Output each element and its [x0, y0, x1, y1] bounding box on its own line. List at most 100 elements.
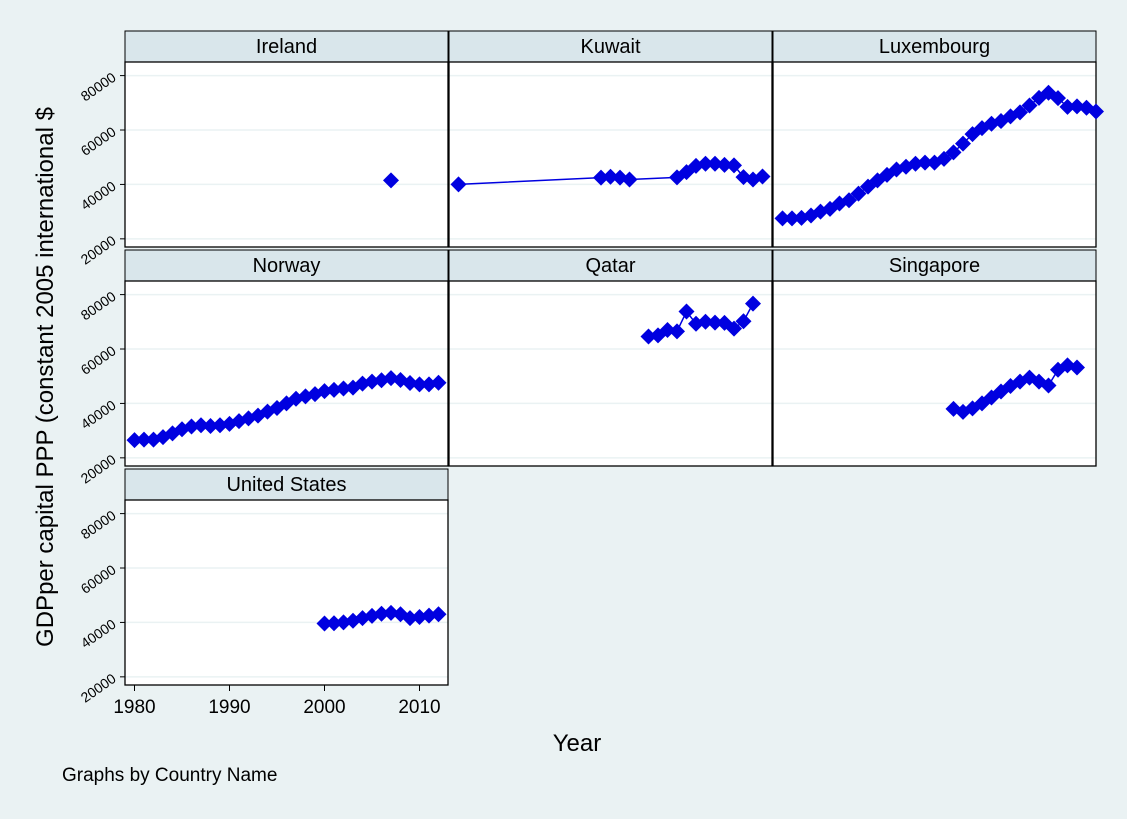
- data-point: [716, 156, 733, 173]
- y-tick-label: 40000: [78, 616, 119, 652]
- y-tick-label: 20000: [78, 451, 119, 487]
- data-point: [1088, 103, 1104, 120]
- x-tick-label: 2010: [398, 697, 440, 718]
- x-tick-label: 1990: [208, 697, 250, 718]
- y-axis-title: GDPper capital PPP (constant 2005 intern…: [32, 107, 59, 647]
- data-point: [1059, 98, 1076, 115]
- data-point: [430, 374, 447, 391]
- data-point: [316, 383, 333, 400]
- plot-border: [124, 280, 449, 467]
- y-tick-label: 60000: [78, 561, 119, 597]
- data-point: [726, 320, 742, 337]
- data-point: [735, 313, 752, 330]
- panel-title: Norway: [253, 255, 321, 277]
- plot-area: [125, 500, 448, 685]
- data-point: [326, 381, 342, 398]
- data-point: [383, 604, 399, 621]
- data-point: [754, 168, 771, 185]
- data-point: [411, 608, 428, 625]
- data-point: [402, 375, 418, 392]
- data-point: [383, 172, 399, 189]
- panel-qatar: Qatar: [448, 249, 773, 467]
- data-point: [678, 303, 695, 320]
- panels-layer: Ireland 20000 40000 60000 80000 Kuwait Luxembo…: [78, 30, 1104, 718]
- data-point: [126, 432, 143, 449]
- data-point: [850, 185, 867, 202]
- data-point: [202, 418, 219, 435]
- data-point: [373, 605, 390, 622]
- panel-strip: [772, 249, 1097, 282]
- x-axis-title: Year: [553, 730, 602, 757]
- data-point: [697, 313, 714, 330]
- data-point: [326, 615, 342, 632]
- data-point: [602, 168, 619, 185]
- plot-area: [125, 62, 448, 247]
- plot-area: [449, 281, 772, 466]
- data-point: [183, 418, 200, 435]
- data-point: [1040, 377, 1057, 394]
- panel-strip: [124, 249, 449, 282]
- data-point: [1021, 97, 1038, 114]
- x-tick-label: 2000: [303, 697, 345, 718]
- plot-border: [772, 61, 1097, 248]
- y-tick-label: 40000: [78, 178, 119, 214]
- data-point: [784, 210, 800, 227]
- panel-singapore: Singapore: [772, 249, 1097, 467]
- plot-border: [448, 280, 773, 467]
- data-point: [917, 154, 933, 171]
- data-point: [707, 155, 723, 172]
- plot-area: [449, 62, 772, 247]
- plot-border: [772, 280, 1097, 467]
- data-point: [745, 295, 761, 312]
- data-point: [621, 171, 638, 188]
- data-point: [669, 323, 685, 340]
- panel-norway: Norway 20000 40000 60000 80000: [78, 249, 449, 487]
- data-point: [1050, 90, 1066, 107]
- panel-title: Singapore: [889, 255, 980, 277]
- plot-border: [124, 61, 449, 248]
- data-point: [1069, 359, 1085, 376]
- data-point: [335, 380, 352, 397]
- x-tick-label: 1980: [113, 697, 155, 718]
- panel-title: Qatar: [585, 255, 635, 277]
- y-tick-label: 40000: [78, 397, 119, 433]
- data-point: [907, 155, 924, 172]
- panel-strip: [448, 30, 773, 63]
- plot-area: [773, 281, 1096, 466]
- data-point: [421, 607, 437, 624]
- y-tick-label: 80000: [78, 288, 119, 324]
- data-point: [136, 431, 152, 448]
- data-point: [212, 417, 228, 434]
- panel-kuwait: Kuwait: [448, 30, 773, 248]
- y-tick-label: 20000: [78, 232, 119, 268]
- data-point: [1069, 98, 1085, 115]
- data-point: [193, 417, 209, 434]
- panel-title: Ireland: [256, 36, 317, 58]
- panel-ireland: Ireland 20000 40000 60000 80000: [78, 30, 449, 268]
- data-point: [316, 615, 333, 632]
- y-tick-label: 80000: [78, 507, 119, 543]
- data-point: [936, 150, 952, 167]
- plot-border: [448, 61, 773, 248]
- data-point: [1012, 104, 1028, 121]
- y-tick-label: 60000: [78, 342, 119, 378]
- panel-strip: [124, 30, 449, 63]
- data-point: [402, 610, 418, 627]
- data-point: [430, 606, 447, 623]
- data-point: [945, 144, 962, 161]
- graph-note: Graphs by Country Name: [62, 765, 277, 786]
- panel-strip: [772, 30, 1097, 63]
- data-point: [841, 192, 857, 209]
- data-point: [774, 210, 791, 227]
- y-tick-label: 80000: [78, 69, 119, 105]
- panel-title: United States: [226, 474, 346, 496]
- panel-title: Kuwait: [580, 36, 640, 58]
- data-point: [707, 314, 723, 331]
- data-point: [964, 126, 981, 143]
- plot-border: [124, 499, 449, 686]
- data-point: [364, 373, 380, 390]
- data-point: [640, 328, 657, 345]
- panel-title: Luxembourg: [879, 36, 990, 58]
- panel-strip: [124, 468, 449, 501]
